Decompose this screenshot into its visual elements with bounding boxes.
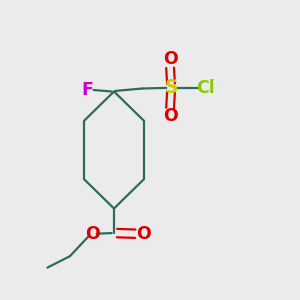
Text: O: O (136, 225, 151, 243)
Text: F: F (81, 81, 93, 99)
Text: O: O (163, 50, 178, 68)
Text: S: S (164, 78, 178, 98)
Text: O: O (85, 225, 100, 243)
Text: Cl: Cl (196, 79, 215, 97)
Text: O: O (163, 107, 178, 125)
